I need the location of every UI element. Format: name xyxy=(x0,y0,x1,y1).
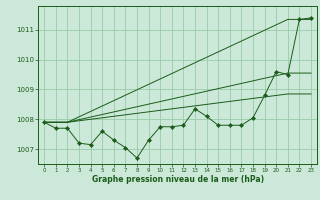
X-axis label: Graphe pression niveau de la mer (hPa): Graphe pression niveau de la mer (hPa) xyxy=(92,175,264,184)
